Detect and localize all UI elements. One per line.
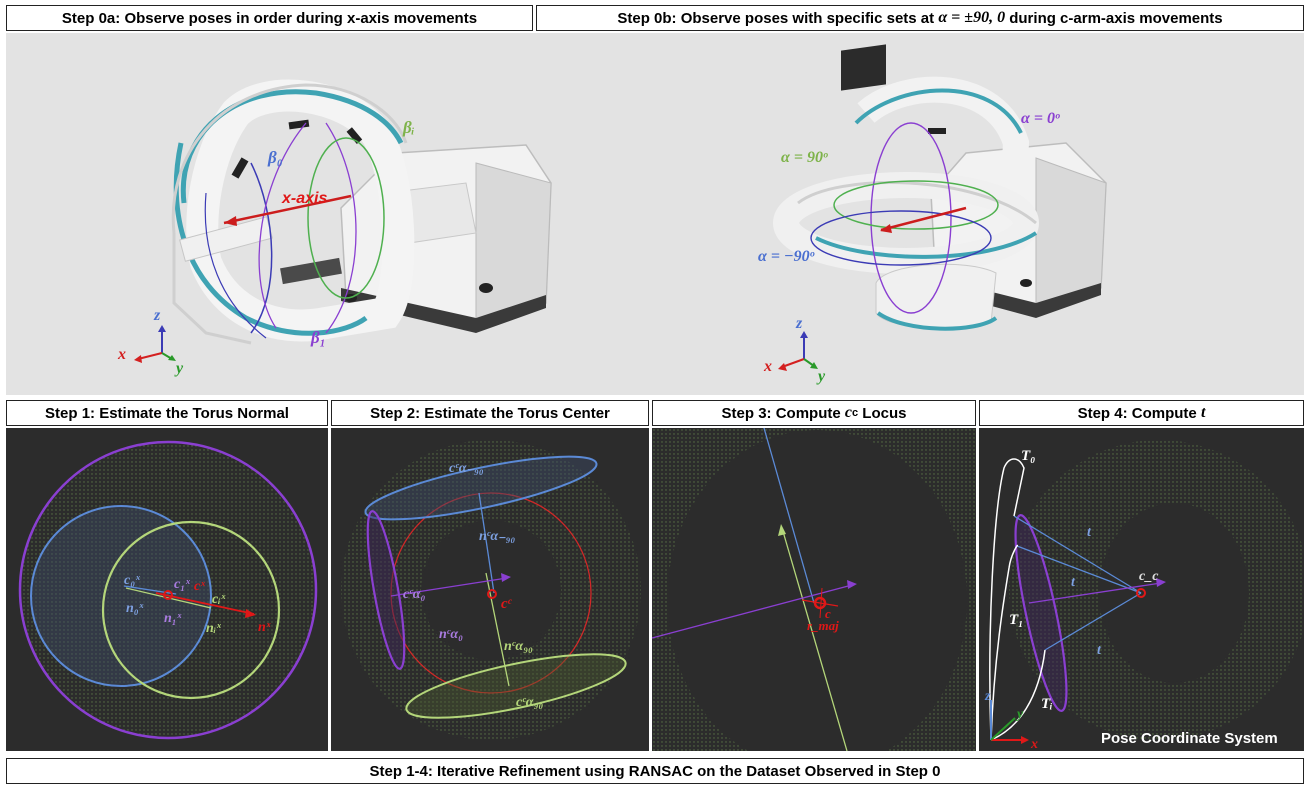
step3-title-pre: Step 3: Compute — [721, 404, 841, 422]
step4-title-math: t — [1200, 404, 1206, 421]
t-label-2: t — [1071, 575, 1076, 590]
torus-hole — [667, 430, 967, 751]
axis-y-label: y — [174, 360, 184, 377]
step0-render-panel: β₀ β₁ βᵢ x-axis z x y — [6, 33, 1304, 395]
x-axis-label: x-axis — [281, 190, 327, 207]
step1-title: Step 1: Estimate the Torus Normal — [45, 404, 289, 422]
axis-z-label: z — [153, 307, 161, 324]
footer-banner: Step 1-4: Iterative Refinement using RAN… — [6, 758, 1304, 784]
axis-x-label: x — [117, 346, 126, 363]
step4-panel: T₀ T₁ Tᵢ t t t c_c z y x Pose Coordinate… — [979, 428, 1304, 751]
step0a-header: Step 0a: Observe poses in order during x… — [6, 5, 533, 31]
n-am90-label: nᶜα₋₉₀ — [479, 529, 515, 544]
c-a0-label: cᶜα₀ — [403, 587, 426, 602]
step3-title-math: c — [844, 404, 852, 421]
axes-gizmo-right: z x y — [763, 315, 826, 385]
cc-label: cᶜ — [501, 596, 513, 612]
beta0-label: β₀ — [267, 148, 283, 167]
circle-ci — [101, 520, 281, 700]
step4-title-pre: Step 4: Compute — [1077, 404, 1197, 422]
alpha0-label: α = 0ᵒ — [1021, 110, 1060, 127]
ni-label: nᵢˣ — [206, 621, 221, 636]
step4-header: Step 4: Compute t — [979, 400, 1304, 426]
c-label: c — [825, 606, 831, 621]
torus-hole — [1099, 503, 1249, 683]
n1-label: n₁ˣ — [164, 611, 182, 626]
c-a90-label: cᶜα₉₀ — [516, 695, 543, 710]
c0-label: c₀ˣ — [124, 573, 140, 588]
cx-label: cˣ — [194, 579, 205, 594]
n-a90-label: nᶜα₉₀ — [504, 639, 533, 654]
T1-label: T₁ — [1009, 612, 1023, 628]
rmaj-label: r_maj — [807, 618, 839, 633]
pose-coordinate-label: Pose Coordinate System — [1101, 730, 1278, 747]
axis-x-label-right: x — [763, 358, 772, 375]
t-label-3: t — [1097, 643, 1102, 658]
betai-label: βᵢ — [402, 118, 415, 137]
axes-gizmo-left: z x y — [117, 307, 184, 377]
c-arm-model-left: β₀ β₁ βᵢ x-axis z x y — [117, 79, 552, 377]
alpha90-label: α = 90ᵒ — [781, 149, 828, 166]
step3-title-sub: c — [851, 407, 859, 419]
axis-z-label-right: z — [795, 315, 803, 332]
step1-header: Step 1: Estimate the Torus Normal — [6, 400, 328, 426]
step0b-title-math: α = ±90, 0 — [938, 9, 1006, 26]
n-a0-label: nᶜα₀ — [439, 627, 463, 642]
pose-z-label: z — [984, 689, 991, 704]
step0b-header: Step 0b: Observe poses with specific set… — [536, 5, 1304, 31]
torus-outer-ring — [18, 440, 318, 740]
n0-label: n₀ˣ — [126, 601, 144, 616]
step3-panel: c r_maj — [652, 428, 976, 751]
pose-ellipse — [1014, 514, 1068, 712]
footer-title: Step 1-4: Iterative Refinement using RAN… — [369, 762, 941, 780]
T0-label: T₀ — [1021, 448, 1035, 464]
nx-label: nˣ — [258, 620, 271, 635]
step0a-title: Step 0a: Observe poses in order during x… — [61, 9, 478, 27]
ellipse-a90 — [405, 653, 627, 719]
step2-panel: cᶜα₋₉₀ nᶜα₋₉₀ cᶜα₀ nᶜα₀ cᶜ nᶜα₉₀ cᶜα₉₀ — [331, 428, 649, 751]
c-arm-model-right: α = 0ᵒ α = 90ᵒ α = −90ᵒ z x y — [758, 44, 1107, 385]
ellipse-am90 — [364, 455, 598, 521]
axis-y-label-right: y — [816, 368, 826, 385]
beta1-label: β₁ — [310, 328, 326, 347]
step2-header: Step 2: Estimate the Torus Center — [331, 400, 649, 426]
c-am90-label: cᶜα₋₉₀ — [449, 461, 484, 476]
pose-y-label: y — [1015, 707, 1024, 722]
pose-x-label: x — [1030, 737, 1038, 751]
pose-axes: z y x — [984, 689, 1038, 751]
step0b-title-pre: Step 0b: Observe poses with specific set… — [617, 9, 935, 27]
step0b-title-post: during c-arm-axis movements — [1009, 9, 1223, 27]
ci-label: cᵢˣ — [212, 592, 226, 607]
circle-c0 — [30, 505, 212, 687]
step2-title: Step 2: Estimate the Torus Center — [370, 404, 610, 422]
Ti-label: Tᵢ — [1041, 696, 1053, 712]
alpham90-label: α = −90ᵒ — [758, 248, 815, 265]
step3-title-post: Locus — [862, 404, 907, 422]
t-label-1: t — [1087, 525, 1092, 540]
step1-panel: c₀ˣ c₁ˣ cˣ cᵢˣ n₀ˣ n₁ˣ nᵢˣ nˣ — [6, 428, 328, 751]
cc-label: c_c — [1139, 569, 1159, 584]
ellipse-a0 — [366, 510, 406, 670]
c1-label: c₁ˣ — [174, 577, 190, 592]
